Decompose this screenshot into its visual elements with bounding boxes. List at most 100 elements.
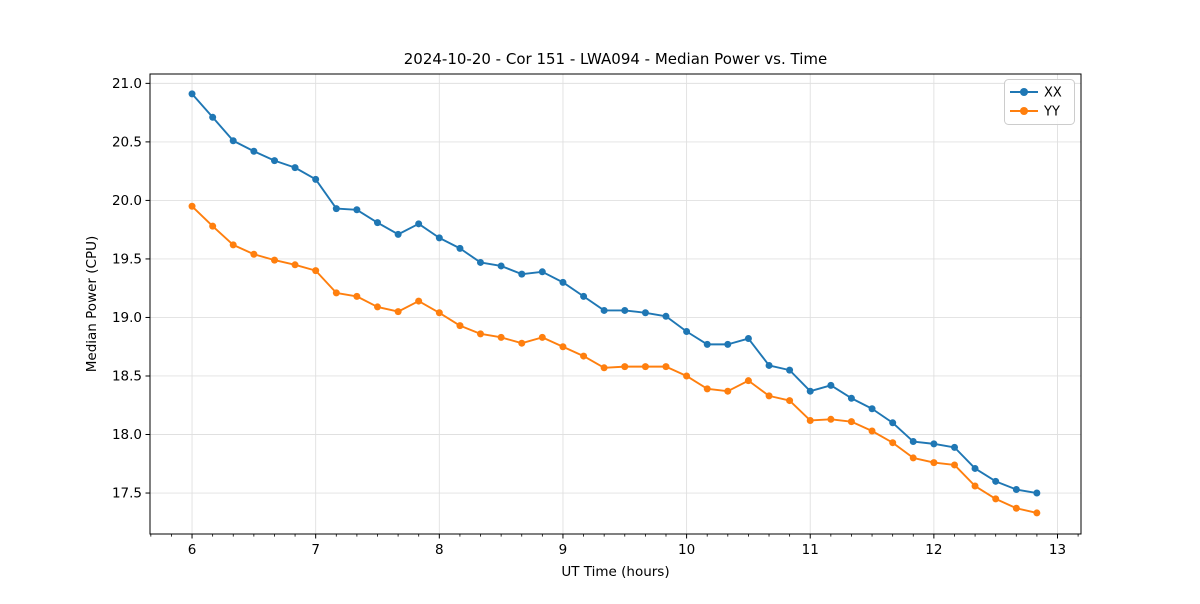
series-xx-marker xyxy=(1012,486,1020,494)
legend-marker-xx xyxy=(1020,88,1028,96)
series-yy-marker xyxy=(415,297,423,305)
series-xx-marker xyxy=(538,268,546,276)
series-xx-marker xyxy=(456,244,464,252)
series-yy-marker xyxy=(827,415,835,423)
series-yy-marker xyxy=(373,303,381,311)
series-xx-marker xyxy=(435,234,443,242)
series-yy-line xyxy=(191,205,1038,514)
series-yy-marker xyxy=(291,261,299,269)
series-xx-marker xyxy=(951,443,959,451)
y-tick-label: 18.5 xyxy=(112,369,142,385)
series-xx-marker xyxy=(909,438,917,446)
legend-box xyxy=(1004,79,1075,125)
series-yy-marker xyxy=(1012,504,1020,512)
series-yy-marker xyxy=(868,427,876,435)
series-xx-marker xyxy=(580,292,588,300)
series-yy-marker xyxy=(930,459,938,467)
series-yy-marker xyxy=(847,418,855,426)
series-xx-marker xyxy=(188,90,196,98)
y-tick-label: 18.0 xyxy=(112,427,142,443)
series-yy-marker xyxy=(724,387,732,395)
series-xx-marker xyxy=(930,440,938,448)
tick-labels: 6 7 8 9 10 11 12 13 17.5 18.0 18.5 19.0 19.5 20.0 20.5… xyxy=(112,76,1066,558)
series-xx-marker xyxy=(353,206,361,214)
series-xx-marker xyxy=(662,312,670,320)
series-xx-marker xyxy=(786,366,794,374)
series-yy-marker xyxy=(765,392,773,400)
y-axis-label: Median Power (CPU) xyxy=(84,236,100,372)
series-xx-marker xyxy=(250,147,258,155)
series-xx-marker xyxy=(600,306,608,314)
series-xx-marker xyxy=(971,464,979,472)
series-yy-marker xyxy=(744,377,752,385)
x-tick-label: 13 xyxy=(1049,542,1066,558)
series-xx-marker xyxy=(291,164,299,172)
gridlines xyxy=(150,74,1081,534)
series-xx-marker xyxy=(992,477,1000,485)
y-tick-label: 20.5 xyxy=(112,135,142,151)
series-yy-marker xyxy=(806,416,814,424)
series-yy-marker xyxy=(497,333,505,341)
series-xx-marker xyxy=(744,335,752,343)
y-tick-label: 20.0 xyxy=(112,193,142,209)
series-yy-marker xyxy=(600,364,608,372)
chart-title: 2024-10-20 - Cor 151 - LWA094 - Median P… xyxy=(404,50,828,68)
series-xx-marker xyxy=(724,340,732,348)
series-xx-marker xyxy=(229,137,237,145)
series-yy-marker xyxy=(1033,509,1041,517)
x-tick-label: 8 xyxy=(435,542,444,558)
series-xx-marker xyxy=(415,220,423,228)
y-tick-label: 17.5 xyxy=(112,486,142,502)
series-xx-marker xyxy=(868,405,876,413)
series-xx-marker xyxy=(476,258,484,266)
y-tick-label: 19.0 xyxy=(112,310,142,326)
series-yy-marker xyxy=(786,397,794,405)
series-xx-marker xyxy=(518,270,526,278)
x-tick-label: 6 xyxy=(188,542,197,558)
x-axis-label: UT Time (hours) xyxy=(561,564,669,580)
series-xx-marker xyxy=(889,419,897,427)
series-xx-marker xyxy=(559,278,567,286)
series-yy-marker xyxy=(394,308,402,316)
legend-marker-yy xyxy=(1020,107,1028,115)
y-tick-label: 21.0 xyxy=(112,76,142,92)
series-yy-marker xyxy=(435,309,443,317)
x-tick-label: 11 xyxy=(802,542,819,558)
series-xx-marker xyxy=(332,205,340,213)
x-tick-label: 7 xyxy=(311,542,320,558)
series-yy-marker xyxy=(312,267,320,275)
series-xx-marker xyxy=(271,157,279,165)
series-xx-marker xyxy=(209,113,217,121)
series-yy-marker xyxy=(538,333,546,341)
series-xx-marker xyxy=(394,230,402,238)
series-xx-marker xyxy=(703,340,711,348)
legend: XX YY xyxy=(1004,79,1075,125)
series-xx-marker xyxy=(621,306,629,314)
series-yy-marker xyxy=(250,250,258,258)
series-yy-marker xyxy=(971,482,979,490)
series-yy-marker xyxy=(353,292,361,300)
series-xx-marker xyxy=(847,394,855,402)
x-tick-label: 12 xyxy=(925,542,942,558)
series-yy-marker xyxy=(683,372,691,380)
series-yy-marker xyxy=(992,495,1000,503)
x-tick-label: 10 xyxy=(678,542,695,558)
legend-label-xx: XX xyxy=(1044,86,1062,101)
series-yy-marker xyxy=(209,222,217,230)
series-yy-marker xyxy=(580,352,588,360)
series-yy-marker xyxy=(621,363,629,371)
series-yy-marker xyxy=(909,454,917,462)
series-yy-marker xyxy=(559,343,567,351)
y-tick-label: 19.5 xyxy=(112,252,142,268)
series-yy-marker xyxy=(889,439,897,447)
series-yy-marker xyxy=(518,339,526,347)
series-xx-marker xyxy=(683,328,691,336)
series-yy-marker xyxy=(641,363,649,371)
series-yy-marker xyxy=(271,256,279,264)
series-xx-marker xyxy=(497,262,505,270)
series-xx-marker xyxy=(806,387,814,395)
series-xx-marker xyxy=(373,219,381,227)
series-yy-marker xyxy=(951,461,959,469)
